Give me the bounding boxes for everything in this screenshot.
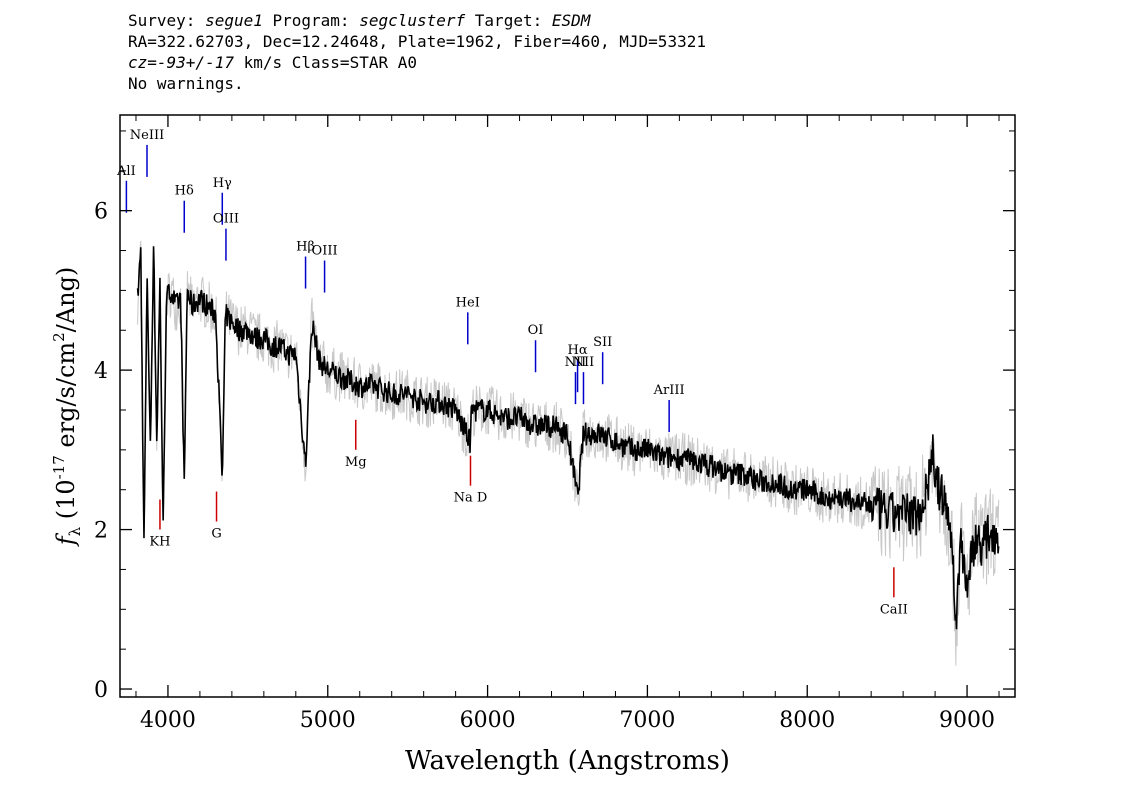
line-label: NII bbox=[565, 355, 587, 370]
header-text-part: Survey: bbox=[128, 11, 206, 30]
header-text-part: Target: bbox=[465, 11, 552, 30]
x-tick-label: 9000 bbox=[939, 708, 995, 733]
line-label: Hγ bbox=[213, 176, 232, 191]
y-tick-label: 0 bbox=[94, 678, 108, 703]
line-label: KH bbox=[149, 535, 170, 550]
axis-ticks: 4000 5000 6000 7000 8000 9000 0 2 4 6 bbox=[94, 115, 1015, 733]
header-text-part: cz=-93+/-17 bbox=[128, 53, 234, 72]
y-label-part: erg/s/cm bbox=[52, 342, 80, 456]
header-text-part: segclusterf bbox=[359, 11, 466, 30]
x-axis-label: Wavelength (Angstroms) bbox=[405, 746, 730, 776]
x-tick-label: 5000 bbox=[300, 708, 356, 733]
y-label-part: λ bbox=[66, 526, 84, 536]
line-label: NeIII bbox=[130, 128, 164, 143]
line-label: NII bbox=[573, 355, 595, 370]
line-label: Na D bbox=[454, 491, 488, 506]
y-label-part: /Ang) bbox=[52, 267, 80, 333]
line-label: OI bbox=[528, 323, 544, 338]
error-trace bbox=[137, 240, 1000, 666]
x-tick-label: 4000 bbox=[140, 708, 196, 733]
line-label: Mg bbox=[345, 455, 367, 470]
line-label: SII bbox=[593, 335, 612, 350]
y-label-part: (10 bbox=[52, 479, 80, 527]
x-tick-label: 6000 bbox=[460, 708, 516, 733]
header-line-survey: Survey: segue1 Program: segclusterf Targ… bbox=[128, 10, 706, 31]
header-text-part: Program: bbox=[262, 11, 360, 30]
line-label: Hδ bbox=[175, 184, 194, 199]
line-label: HeI bbox=[456, 295, 480, 310]
x-tick-label: 7000 bbox=[619, 708, 675, 733]
plot-frame bbox=[119, 114, 1016, 698]
line-label: CaII bbox=[880, 602, 908, 617]
spectrum-series bbox=[136, 246, 1000, 630]
header-line-redshift: cz=-93+/-17 km/s Class=STAR A0 bbox=[128, 52, 706, 73]
line-label: OIII bbox=[213, 212, 239, 227]
y-axis-label: fλ (10-17 erg/s/cm2/Ang) bbox=[50, 267, 84, 548]
header-text-part: ESDM bbox=[551, 11, 591, 30]
spectrum-trace bbox=[136, 246, 1000, 630]
y-label-part: 2 bbox=[50, 332, 68, 342]
header-line-coordinates: RA=322.62703, Dec=12.24648, Plate=1962, … bbox=[128, 32, 706, 51]
y-tick-label: 6 bbox=[94, 200, 108, 225]
y-tick-label: 2 bbox=[94, 519, 108, 544]
header-text-part: segue1 bbox=[205, 11, 263, 30]
header-text-part: km/s Class=STAR A0 bbox=[233, 53, 417, 72]
line-label: OIII bbox=[312, 244, 338, 259]
line-label: ArIII bbox=[653, 383, 685, 398]
x-tick-label: 8000 bbox=[779, 708, 835, 733]
line-label: Hα bbox=[568, 343, 588, 358]
header-line-warnings: No warnings. bbox=[128, 74, 244, 93]
line-label: Hβ bbox=[296, 240, 315, 255]
y-tick-label: 4 bbox=[94, 359, 108, 384]
spectrum-header: Survey: segue1 Program: segclusterf Targ… bbox=[128, 10, 706, 94]
line-label: G bbox=[211, 527, 221, 542]
spectral-line-markers: AlINeIIIHδHγOIIIHβOIIIHeIOINIIHαSIINIIAr… bbox=[116, 128, 908, 617]
y-label-part: -17 bbox=[50, 455, 68, 479]
error-band bbox=[137, 240, 1000, 666]
